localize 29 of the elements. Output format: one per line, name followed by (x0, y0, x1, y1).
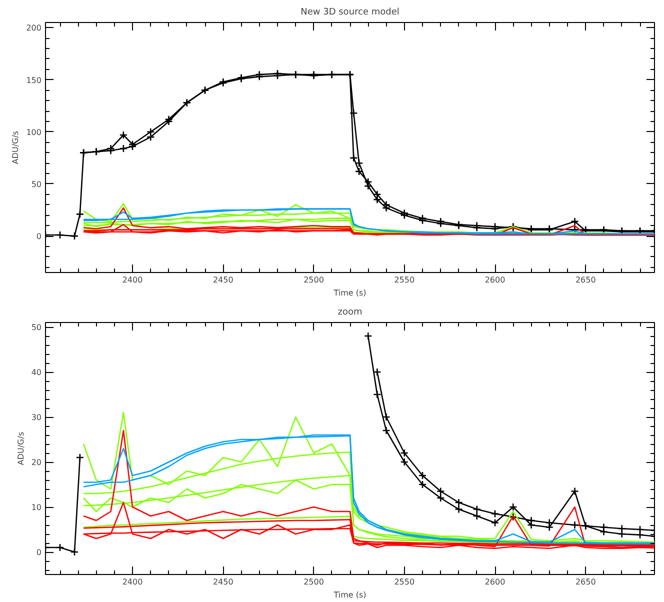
y-tick-label: 50 (31, 180, 42, 189)
y-tick-label: 20 (31, 458, 42, 467)
chart-title: zoom (338, 308, 362, 318)
x-axis-title: Time (s) (332, 288, 366, 298)
y-tick-label: 50 (31, 323, 42, 332)
y-axis-title: ADU/G/s (16, 432, 26, 466)
y-tick-label: 0 (36, 232, 42, 242)
y-tick-label: 150 (26, 76, 42, 85)
x-tick-label: 2500 (304, 578, 324, 586)
x-tick-label: 2650 (575, 276, 596, 284)
x-tick-label: 2550 (394, 578, 415, 586)
y-tick-label: 0 (36, 548, 42, 557)
x-tick-label: 2450 (212, 276, 234, 284)
x-tick-label: 2650 (575, 578, 596, 586)
y-tick-label: 10 (31, 503, 42, 512)
y-tick-label: 200 (26, 24, 42, 33)
x-axis-title: Time (s) (332, 590, 366, 600)
x-tick-label: 2400 (122, 578, 143, 586)
x-tick-label: 2500 (304, 276, 324, 284)
y-tick-label: 30 (31, 413, 42, 422)
y-tick-label: 100 (26, 128, 42, 137)
x-tick-label: 2550 (394, 276, 415, 284)
x-tick-label: 2600 (484, 276, 506, 284)
x-tick-label: 2600 (484, 578, 506, 586)
x-tick-label: 2400 (122, 276, 143, 284)
x-tick-label: 2450 (212, 578, 234, 586)
y-axis-title: ADU/G/s (11, 130, 20, 164)
chart-title: New 3D source model (300, 8, 400, 18)
y-tick-label: 40 (31, 368, 42, 377)
